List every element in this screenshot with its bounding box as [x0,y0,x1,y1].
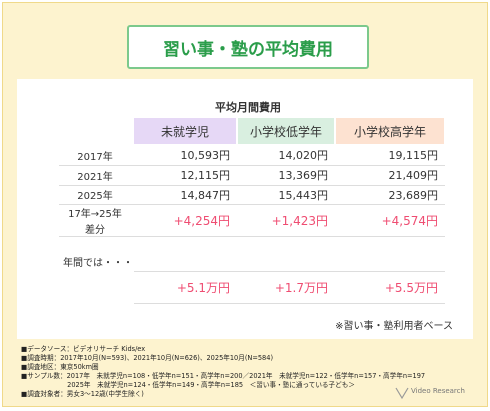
diff-value: +4,254円 [173,213,230,228]
column-header: 小学校高学年 [336,118,444,144]
row-label: 2021年 [77,171,113,183]
annual-value: +5.5万円 [384,281,438,295]
cell-value: 19,115円 [388,149,439,162]
annual-value: +1.7万円 [274,281,328,295]
diff-value: +1,423円 [271,213,328,228]
cell-value: 13,369円 [278,169,329,182]
cell-value: 10,593円 [180,149,231,162]
annual-label: 年間では・・・ [63,258,133,269]
row-label: 差分 [85,224,105,236]
cell-value: 15,443円 [278,188,329,202]
row-line [59,185,445,186]
footnote: ■調査対象者：男女3～12歳(中学生除く) [21,390,144,398]
logo-mark [395,387,409,400]
cell-value: 23,689円 [388,188,439,202]
cell-value: 21,409円 [388,169,439,182]
footnote: ■調査地区：東京50km圏 [21,363,99,371]
row-label: 2017年 [77,151,113,163]
annual-top-line [134,271,445,272]
column-header: 小学校低学年 [238,118,334,144]
footnote: ■調査時期：2017年10月(N=593)、2021年10月(N=626)、20… [21,354,274,362]
diff-value: +4,574円 [381,213,438,228]
row-label: 17年→25年 [68,208,122,220]
logo: Video Research [411,387,465,395]
annual-value: +5.1万円 [176,281,230,295]
annual-bottom-line [134,303,445,304]
footnote: ■データソース：ビデオリサーチ Kids/ex [21,345,146,353]
cell-value: 14,847円 [180,188,231,202]
page: 習い事・塾の平均費用 平均月間費用 年間では・・・ ※習い事・塾利用者ベース V… [2,2,488,407]
cell-value: 14,020円 [278,149,329,162]
note: ※習い事・塾利用者ベース [335,321,453,332]
footnote: 2025年 未就学児n=124・低学年n=149・高学年n=185 ＜習い事・塾… [21,381,355,389]
footnote: ■サンプル数：2017年 未就学児n=108・低学年n=151・高学年n=200… [21,372,426,380]
row-line [59,236,445,237]
row-line [59,165,445,166]
column-header: 未就学児 [134,118,236,144]
cell-value: 12,115円 [180,169,231,182]
row-line [59,204,445,205]
title: 習い事・塾の平均費用 [127,25,369,69]
table-caption: 平均月間費用 [215,101,281,114]
row-label: 2025年 [77,191,113,202]
